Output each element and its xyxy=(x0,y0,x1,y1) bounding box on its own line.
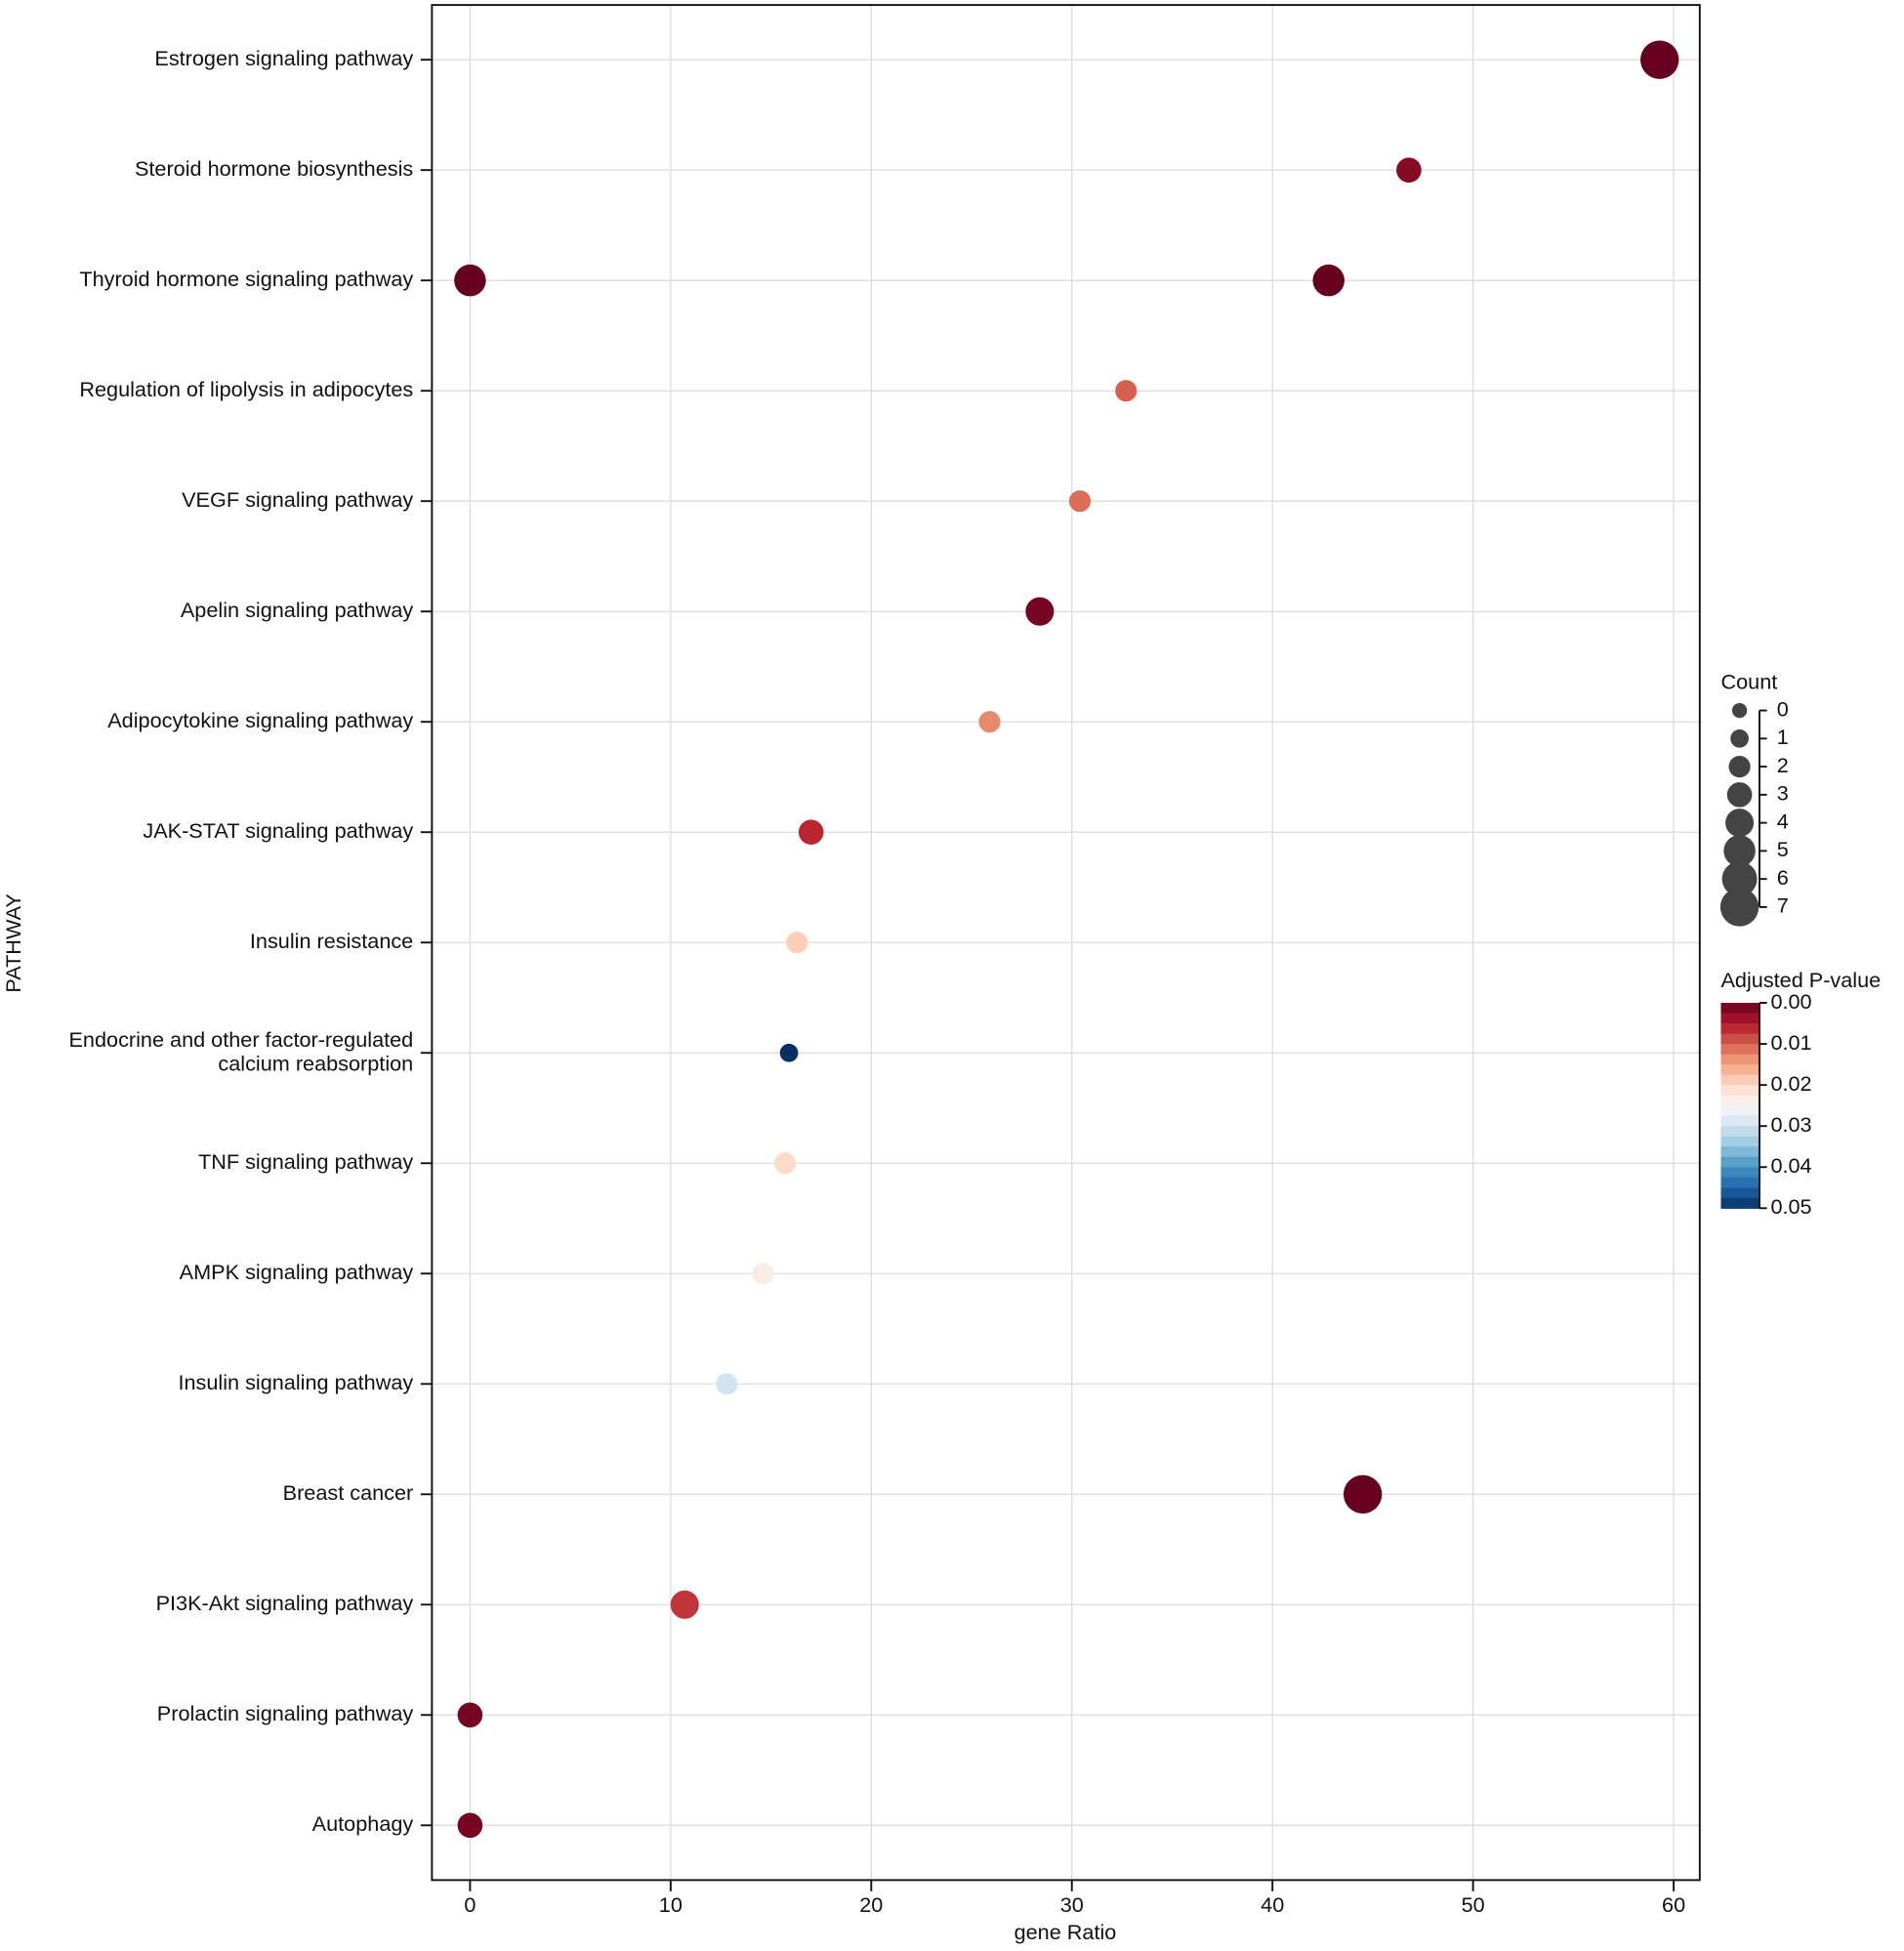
colorbar-bin xyxy=(1720,1126,1759,1138)
dot xyxy=(773,1152,797,1175)
colorbar-bin xyxy=(1720,1013,1759,1024)
size-legend-label: 2 xyxy=(1777,753,1789,777)
dot xyxy=(454,264,486,297)
x-tick-label: 10 xyxy=(659,1892,683,1917)
y-tick-label: PI3K-Akt signaling pathway xyxy=(156,1591,414,1615)
dot xyxy=(798,819,824,846)
colorbar-bin xyxy=(1720,1033,1759,1045)
colorbar-bin xyxy=(1720,1197,1759,1209)
size-legend-dot xyxy=(1728,756,1751,778)
size-legend-label: 3 xyxy=(1777,781,1789,806)
x-axis-title: gene Ratio xyxy=(1014,1920,1117,1944)
y-tick-label: JAK-STAT signaling pathway xyxy=(143,818,413,843)
colorbar-label: 0.05 xyxy=(1770,1194,1811,1219)
dot xyxy=(457,1812,483,1839)
x-tick-label: 0 xyxy=(464,1892,476,1917)
dot xyxy=(752,1263,774,1285)
colorbar-bin xyxy=(1720,1167,1759,1179)
dot xyxy=(779,1043,799,1062)
x-tick-label: 40 xyxy=(1261,1892,1284,1917)
size-legend-label: 5 xyxy=(1777,837,1789,861)
dot xyxy=(1640,40,1679,79)
y-tick-label: Autophagy xyxy=(312,1811,414,1836)
colorbar-label: 0.02 xyxy=(1770,1071,1811,1096)
dot xyxy=(1115,380,1138,402)
size-legend-dot xyxy=(1731,702,1748,719)
y-tick-label: Estrogen signaling pathway xyxy=(154,46,413,70)
y-tick-label: Regulation of lipolysis in adipocytes xyxy=(79,377,413,401)
size-legend-dot xyxy=(1719,888,1759,927)
dot xyxy=(457,1702,483,1728)
y-tick-label: Apelin signaling pathway xyxy=(181,598,414,622)
colorbar-bin xyxy=(1720,1177,1759,1188)
size-legend-dot xyxy=(1721,861,1758,897)
colorbar-label: 0.03 xyxy=(1770,1112,1811,1137)
dot xyxy=(786,932,808,954)
y-tick-label: AMPK signaling pathway xyxy=(180,1260,414,1284)
colorbar-bin xyxy=(1720,1146,1759,1158)
x-tick-label: 20 xyxy=(859,1892,883,1917)
size-legend-label: 1 xyxy=(1777,725,1789,749)
size-legend-label: 4 xyxy=(1777,809,1789,833)
size-legend-label: 7 xyxy=(1777,893,1789,918)
colorbar-bin xyxy=(1720,1095,1759,1106)
colorbar-bin xyxy=(1720,1003,1759,1015)
colorbar-bin xyxy=(1720,1044,1759,1056)
y-tick-label: Insulin resistance xyxy=(250,929,413,953)
y-tick-label: Thyroid hormone signaling pathway xyxy=(79,267,413,291)
colorbar-bin xyxy=(1720,1085,1759,1097)
x-tick-label: 50 xyxy=(1462,1892,1485,1917)
plot-frame xyxy=(431,4,1701,1882)
y-tick-label: Breast cancer xyxy=(283,1480,414,1505)
size-legend-dot xyxy=(1723,835,1756,867)
y-axis-title: PATHWAY xyxy=(1,893,25,992)
size-legend-title: Count xyxy=(1720,669,1777,693)
y-tick-label: Endocrine and other factor-regulated calc… xyxy=(69,1027,414,1075)
y-tick-label: VEGF signaling pathway xyxy=(182,487,413,512)
dot xyxy=(716,1373,738,1395)
y-tick-label: Prolactin signaling pathway xyxy=(157,1701,414,1725)
colorbar-bin xyxy=(1720,1064,1759,1076)
colorbar-label: 0.00 xyxy=(1770,989,1811,1014)
x-tick-label: 60 xyxy=(1662,1892,1685,1917)
colorbar-bin xyxy=(1720,1136,1759,1147)
dot xyxy=(1068,490,1092,513)
dot xyxy=(978,711,1001,733)
colorbar-bin xyxy=(1720,1023,1759,1035)
colorbar-bin xyxy=(1720,1156,1759,1168)
colorbar-bin xyxy=(1720,1105,1759,1117)
dot xyxy=(1312,264,1345,297)
size-legend-dot xyxy=(1730,728,1749,748)
y-tick-label: Adipocytokine signaling pathway xyxy=(107,708,413,732)
x-tick-label: 30 xyxy=(1060,1892,1084,1917)
colorbar-label: 0.04 xyxy=(1770,1153,1811,1178)
dot xyxy=(670,1590,699,1619)
dot xyxy=(1396,157,1422,183)
size-legend-label: 6 xyxy=(1777,865,1789,890)
y-tick-label: Steroid hormone biosynthesis xyxy=(135,156,413,181)
colorbar-label: 0.01 xyxy=(1770,1030,1811,1055)
colorbar-bin xyxy=(1720,1054,1759,1065)
size-legend-dot xyxy=(1725,809,1755,838)
dot xyxy=(1025,597,1055,626)
size-legend-dot xyxy=(1726,782,1753,808)
colorbar-bin xyxy=(1720,1074,1759,1086)
y-tick-label: TNF signaling pathway xyxy=(198,1149,413,1174)
colorbar-bin xyxy=(1720,1115,1759,1127)
dot xyxy=(1343,1474,1383,1514)
colorbar-bin xyxy=(1720,1187,1759,1199)
size-legend-label: 0 xyxy=(1777,696,1789,721)
y-tick-label: Insulin signaling pathway xyxy=(178,1370,413,1394)
color-legend-title: Adjusted P-value xyxy=(1720,968,1881,992)
